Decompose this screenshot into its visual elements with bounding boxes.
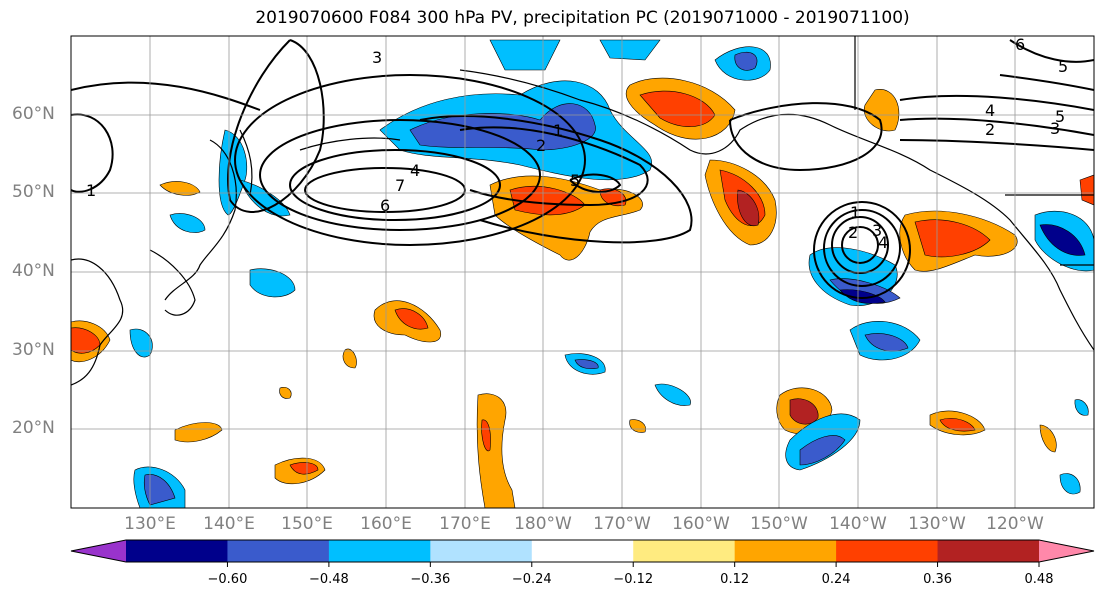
precipitation-shading bbox=[71, 39, 1094, 508]
colorbar-tick-label: −0.48 bbox=[308, 572, 349, 587]
lat-label: 60°N bbox=[12, 104, 55, 124]
lat-label: 40°N bbox=[12, 261, 55, 281]
contour-label: 2 bbox=[985, 120, 995, 139]
lon-label: 120°W bbox=[986, 514, 1044, 534]
contour-label: 1 bbox=[850, 203, 860, 222]
colorbar-swatch bbox=[937, 540, 1040, 562]
contour-label: 4 bbox=[985, 101, 995, 120]
contour-label: 6 bbox=[1015, 35, 1025, 54]
lon-label: 150°E bbox=[281, 514, 333, 534]
contour-label: 2 bbox=[848, 223, 858, 242]
lon-label: 160°W bbox=[672, 514, 730, 534]
colorbar-swatch bbox=[633, 540, 736, 562]
colorbar-swatch bbox=[227, 540, 330, 562]
contour-label: 7 bbox=[395, 176, 405, 195]
colorbar-outline bbox=[70, 539, 1095, 563]
lat-label: 20°N bbox=[12, 418, 55, 438]
lon-label: 150°W bbox=[750, 514, 808, 534]
colorbar-swatch bbox=[430, 540, 533, 562]
colorbar-tick-label: −0.36 bbox=[410, 572, 451, 587]
colorbar-extend-high bbox=[1039, 540, 1094, 562]
contour-label: 3 bbox=[372, 48, 382, 67]
lon-label: 160°E bbox=[360, 514, 412, 534]
lat-label: 50°N bbox=[12, 182, 55, 202]
colorbar-tick-label: −0.12 bbox=[613, 572, 654, 587]
map-title: 2019070600 F084 300 hPa PV, precipitatio… bbox=[255, 8, 910, 28]
contour-label: 6 bbox=[380, 196, 390, 215]
contour-label: 5 bbox=[1058, 57, 1068, 76]
contour-label: 3 bbox=[872, 221, 882, 240]
lon-label: 180°W bbox=[514, 514, 572, 534]
contour-label: 5 bbox=[1055, 107, 1065, 126]
contour-label: 4 bbox=[878, 233, 888, 252]
graticule bbox=[71, 36, 1094, 508]
colorbar bbox=[70, 539, 1095, 567]
colorbar-swatch bbox=[328, 540, 431, 562]
map-frame bbox=[70, 35, 1095, 509]
colorbar-swatch bbox=[836, 540, 939, 562]
contour-label: 3 bbox=[1050, 119, 1060, 138]
contour-labels: 1 2 3 4 5 6 7 1 2 3 4 5 6 1 2 3 4 5 bbox=[86, 35, 1068, 252]
coastlines bbox=[71, 36, 1094, 386]
colorbar-swatch bbox=[734, 540, 837, 562]
colorbar-tick-label: −0.24 bbox=[511, 572, 552, 587]
lat-label: 30°N bbox=[12, 340, 55, 360]
lon-label: 170°E bbox=[439, 514, 491, 534]
colorbar-tick-label: 0.48 bbox=[1024, 572, 1054, 587]
colorbar-tick-label: −0.60 bbox=[207, 572, 248, 587]
contour-label: 2 bbox=[536, 136, 546, 155]
map-plot-area: 1 2 3 4 5 6 7 1 2 3 4 5 6 1 2 3 4 5 bbox=[71, 35, 1094, 508]
colorbar-swatch bbox=[531, 540, 634, 562]
lon-label: 140°W bbox=[829, 514, 887, 534]
contour-label: 1 bbox=[86, 181, 96, 200]
lon-label: 130°W bbox=[908, 514, 966, 534]
colorbar-swatch bbox=[126, 540, 228, 562]
lon-label: 130°E bbox=[124, 514, 176, 534]
contour-label: 5 bbox=[570, 171, 580, 190]
contour-label: 1 bbox=[553, 121, 563, 140]
colorbar-tick-label: 0.36 bbox=[923, 572, 953, 587]
lon-label: 170°W bbox=[593, 514, 651, 534]
lon-label: 140°E bbox=[203, 514, 255, 534]
colorbar-tick-label: 0.24 bbox=[821, 572, 851, 587]
colorbar-tick-label: 0.12 bbox=[720, 572, 750, 587]
colorbar-extend-low bbox=[71, 540, 126, 562]
contour-label: 4 bbox=[410, 161, 420, 180]
